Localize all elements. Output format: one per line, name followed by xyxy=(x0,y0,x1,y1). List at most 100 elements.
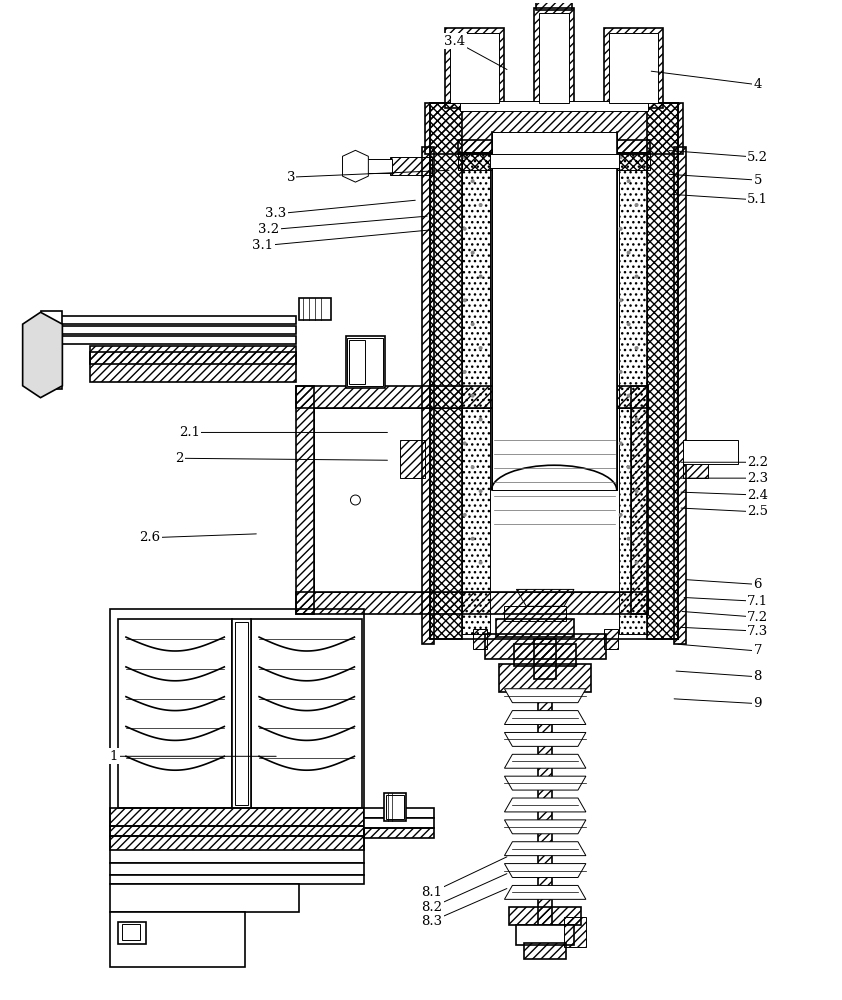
Bar xyxy=(386,795,404,819)
Circle shape xyxy=(478,346,482,350)
Bar xyxy=(564,917,586,947)
Circle shape xyxy=(619,155,623,159)
Text: 2.4: 2.4 xyxy=(747,489,768,502)
Bar xyxy=(122,924,140,940)
Bar xyxy=(492,132,616,490)
Circle shape xyxy=(463,155,466,159)
Bar xyxy=(118,922,146,944)
Bar xyxy=(485,634,605,659)
Circle shape xyxy=(471,179,475,183)
Circle shape xyxy=(635,561,638,565)
Bar xyxy=(430,103,461,639)
Bar xyxy=(384,793,406,821)
Circle shape xyxy=(463,227,466,231)
Bar xyxy=(110,875,365,884)
Bar xyxy=(504,606,566,621)
Bar xyxy=(110,863,365,875)
Bar xyxy=(539,13,569,103)
Bar xyxy=(110,609,365,863)
Bar xyxy=(296,386,314,614)
Text: 6: 6 xyxy=(754,578,762,591)
Bar xyxy=(40,326,296,334)
Circle shape xyxy=(463,298,466,302)
Circle shape xyxy=(471,322,475,326)
Text: 3.4: 3.4 xyxy=(445,35,466,48)
Bar xyxy=(349,340,365,384)
Bar xyxy=(514,644,576,666)
Circle shape xyxy=(626,394,631,398)
Text: 2.6: 2.6 xyxy=(139,531,160,544)
Circle shape xyxy=(350,495,360,505)
Circle shape xyxy=(463,441,466,445)
Text: 8: 8 xyxy=(754,670,762,683)
Bar xyxy=(296,592,648,614)
Text: 2.1: 2.1 xyxy=(179,426,200,439)
Circle shape xyxy=(635,203,638,207)
Text: 7.2: 7.2 xyxy=(747,611,769,624)
Bar xyxy=(400,440,425,478)
Polygon shape xyxy=(504,820,586,834)
Bar xyxy=(40,311,62,389)
Circle shape xyxy=(619,298,623,302)
Bar xyxy=(619,152,647,634)
Bar xyxy=(604,629,618,649)
Polygon shape xyxy=(504,732,586,746)
Bar xyxy=(232,619,251,808)
Bar xyxy=(604,28,663,108)
Bar xyxy=(516,925,574,945)
Bar xyxy=(674,147,686,644)
Circle shape xyxy=(471,394,475,398)
Bar xyxy=(110,808,365,826)
Circle shape xyxy=(471,465,475,469)
Bar xyxy=(40,336,296,344)
Bar xyxy=(525,943,566,959)
Circle shape xyxy=(478,561,482,565)
Text: 5: 5 xyxy=(754,174,762,187)
Bar xyxy=(631,386,648,614)
Circle shape xyxy=(626,465,631,469)
Bar xyxy=(425,103,683,154)
Circle shape xyxy=(626,251,631,255)
Circle shape xyxy=(478,203,482,207)
Circle shape xyxy=(463,513,466,517)
Circle shape xyxy=(635,489,638,493)
Bar xyxy=(390,157,432,175)
Bar xyxy=(497,619,574,637)
Circle shape xyxy=(635,274,638,278)
Circle shape xyxy=(635,346,638,350)
Bar xyxy=(348,338,383,386)
Text: 5.1: 5.1 xyxy=(747,193,768,206)
Circle shape xyxy=(619,513,623,517)
Circle shape xyxy=(635,418,638,422)
Circle shape xyxy=(478,489,482,493)
Polygon shape xyxy=(504,689,586,703)
Text: 3.2: 3.2 xyxy=(258,223,280,236)
Text: 1: 1 xyxy=(109,750,118,763)
Bar xyxy=(489,154,619,168)
Circle shape xyxy=(463,370,466,374)
Bar xyxy=(110,836,365,850)
Bar xyxy=(450,33,499,103)
Polygon shape xyxy=(504,798,586,812)
Bar xyxy=(538,689,552,937)
Circle shape xyxy=(471,251,475,255)
Polygon shape xyxy=(23,312,62,398)
Text: 4: 4 xyxy=(754,78,762,91)
Text: 2: 2 xyxy=(175,452,184,465)
Bar xyxy=(365,828,434,838)
Bar xyxy=(499,664,591,692)
Polygon shape xyxy=(504,864,586,877)
Bar xyxy=(110,826,365,836)
Polygon shape xyxy=(343,150,368,182)
Bar xyxy=(534,8,574,108)
Bar xyxy=(118,619,232,808)
Bar xyxy=(534,639,556,679)
Bar xyxy=(296,386,648,408)
Polygon shape xyxy=(504,842,586,856)
Text: 2.2: 2.2 xyxy=(747,456,768,469)
Text: 3.1: 3.1 xyxy=(253,239,274,252)
Bar xyxy=(458,140,651,154)
Text: 3.3: 3.3 xyxy=(265,207,286,220)
Bar xyxy=(509,907,581,925)
Circle shape xyxy=(471,537,475,541)
